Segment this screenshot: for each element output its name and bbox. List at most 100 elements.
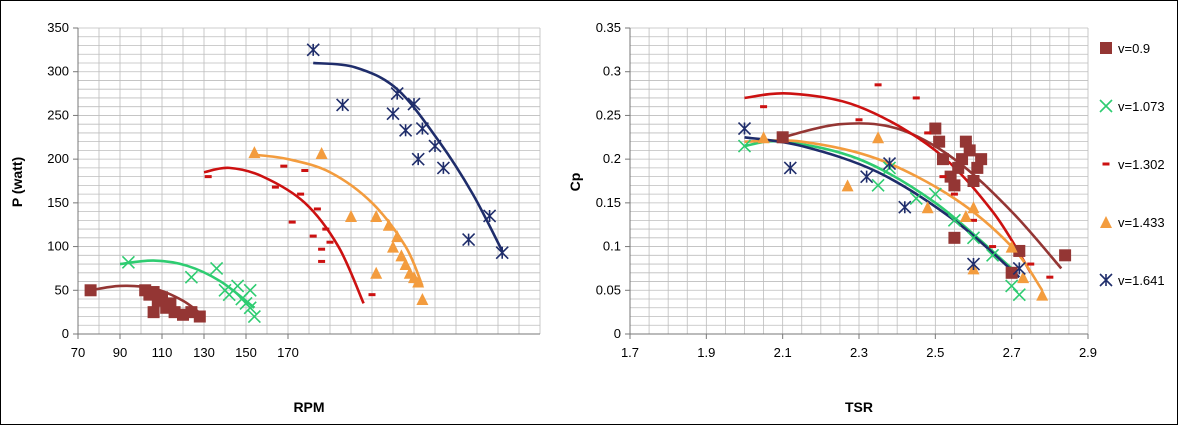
chart-1-point-series-3 <box>297 192 305 196</box>
chart-2-point-series-3 <box>924 131 932 135</box>
chart-2-point-series-1 <box>1059 249 1072 262</box>
chart-1-point-series-4 <box>387 240 399 253</box>
chart-1-point-series-3 <box>271 185 279 189</box>
chart-1-point-series-3 <box>288 220 296 224</box>
chart-1-x-tick-label: 130 <box>193 345 215 360</box>
chart-1-point-series-2 <box>243 283 257 297</box>
chart-1-point-series-2 <box>121 255 135 269</box>
chart-2-point-series-3 <box>912 96 920 100</box>
chart-1-y-axis-title: P (watt) <box>9 157 25 207</box>
chart-2-point-series-3 <box>874 83 882 87</box>
chart-1-x-axis-title: RPM <box>293 399 324 415</box>
chart-1-point-series-2 <box>247 309 261 324</box>
chart-2-y-tick-label: 0.3 <box>603 64 621 79</box>
chart-2-y-tick-label: 0.1 <box>603 239 621 254</box>
chart-1-point-series-5 <box>386 107 400 121</box>
chart-2-point-series-1 <box>975 153 988 166</box>
chart-1-point-series-3 <box>326 240 334 244</box>
chart-2-point-series-4 <box>967 201 980 214</box>
chart-1-point-series-5 <box>399 123 413 137</box>
legend-marker-2 <box>1099 99 1113 113</box>
chart-1-point-series-3 <box>313 207 321 211</box>
chart-2-y-tick-label: 0 <box>614 326 621 341</box>
chart-1-y-tick-label: 150 <box>47 195 69 210</box>
chart-2-y-tick-label: 0.05 <box>596 282 621 297</box>
chart-2-point-series-3 <box>760 105 768 109</box>
chart-1-point-series-4 <box>248 146 261 159</box>
legend-label-4: v=1.433 <box>1118 215 1165 230</box>
chart-1-trendline-series-4 <box>254 153 424 287</box>
legend-label-3: v=1.302 <box>1118 157 1165 172</box>
chart-2-trendline-series-3 <box>744 92 1032 274</box>
chart-2-y-tick-label: 0.25 <box>596 107 621 122</box>
chart-2-point-series-3 <box>855 118 863 122</box>
chart-1-point-series-1 <box>193 310 206 323</box>
chart-2-point-series-2 <box>966 231 981 245</box>
chart-2-point-series-4 <box>1017 271 1030 284</box>
chart-1-point-series-2 <box>184 270 198 284</box>
chart-1-point-series-4 <box>382 218 395 231</box>
chart-1-point-series-3 <box>204 175 212 179</box>
chart-1-point-series-5 <box>411 152 425 166</box>
chart-1-x-tick-label: 170 <box>277 345 299 360</box>
chart-2-trendline-series-5 <box>744 136 1021 279</box>
chart-2-x-axis-title: TSR <box>845 399 873 415</box>
chart-2-trendline-series-1 <box>782 122 1063 270</box>
chart-1-point-series-4 <box>345 209 357 222</box>
chart-1-y-tick-label: 100 <box>47 239 69 254</box>
chart-2-point-series-4 <box>921 201 934 214</box>
chart-1-trendline-series-3 <box>203 166 365 304</box>
chart-2-point-series-1 <box>948 179 961 192</box>
chart-1-point-series-3 <box>280 164 288 168</box>
chart-1-trendline-series-2 <box>119 259 256 309</box>
chart-2-x-tick-label: 2.9 <box>1079 345 1097 360</box>
chart-1-x-tick-label: 110 <box>152 345 173 360</box>
chart-2-point-series-4 <box>841 179 854 192</box>
chart-2-point-series-1 <box>929 122 942 135</box>
chart-2-point-series-5 <box>737 121 752 136</box>
chart-2-x-tick-label: 1.7 <box>621 345 639 360</box>
chart-1-trendline-series-5 <box>313 61 504 252</box>
chart-2-y-tick-label: 0.15 <box>596 195 621 210</box>
legend-marker-4 <box>1100 216 1112 228</box>
chart-2-point-series-4 <box>1005 240 1018 253</box>
chart-2-point-series-3 <box>989 245 997 249</box>
chart-2-point-series-2 <box>947 213 961 227</box>
chart-2-x-tick-label: 2.5 <box>926 345 944 360</box>
chart-2-point-series-5 <box>966 257 981 271</box>
chart-2-point-series-2 <box>871 178 885 192</box>
chart-1-point-series-5 <box>415 121 429 136</box>
chart-2-x-tick-label: 2.1 <box>774 345 792 360</box>
chart-1-y-tick-label: 300 <box>47 64 69 79</box>
chart-2-point-series-1 <box>776 131 789 144</box>
chart-2-y-tick-label: 0.35 <box>596 20 621 35</box>
legend-label-2: v=1.073 <box>1118 99 1165 114</box>
chart-2-point-series-2 <box>928 187 942 201</box>
chart-1-point-series-2 <box>243 301 257 315</box>
chart-2-x-tick-label: 2.7 <box>1003 345 1021 360</box>
chart-2-point-series-3 <box>1027 262 1035 266</box>
chart-1-x-tick-label: 150 <box>235 345 257 360</box>
chart-1-point-series-5 <box>483 209 497 223</box>
chart-1-point-series-3 <box>322 227 330 231</box>
chart-1-point-series-4 <box>412 275 425 288</box>
chart-2-point-series-3 <box>939 175 947 179</box>
chart-2-point-series-3 <box>950 192 958 196</box>
chart-2-point-series-2 <box>986 248 1000 262</box>
chart-1-y-tick-label: 350 <box>47 20 69 35</box>
chart-2-point-series-1 <box>963 144 976 157</box>
chart-2-point-series-2 <box>1012 288 1026 302</box>
chart-1-point-series-4 <box>399 258 412 271</box>
chart-1-point-series-3 <box>318 247 326 251</box>
chart-2-x-tick-label: 2.3 <box>850 345 868 360</box>
chart-2-point-series-1 <box>1013 244 1026 257</box>
legend-label-5: v=1.641 <box>1118 273 1165 288</box>
chart-2-x-tick-label: 1.9 <box>697 345 715 360</box>
chart-1-point-series-5 <box>436 161 450 175</box>
chart-1-y-tick-label: 0 <box>62 326 69 341</box>
chart-2-point-series-5 <box>882 156 897 171</box>
chart-2-point-series-3 <box>970 218 977 222</box>
chart-1-point-series-4 <box>370 209 383 222</box>
chart-1-point-series-3 <box>301 169 309 173</box>
